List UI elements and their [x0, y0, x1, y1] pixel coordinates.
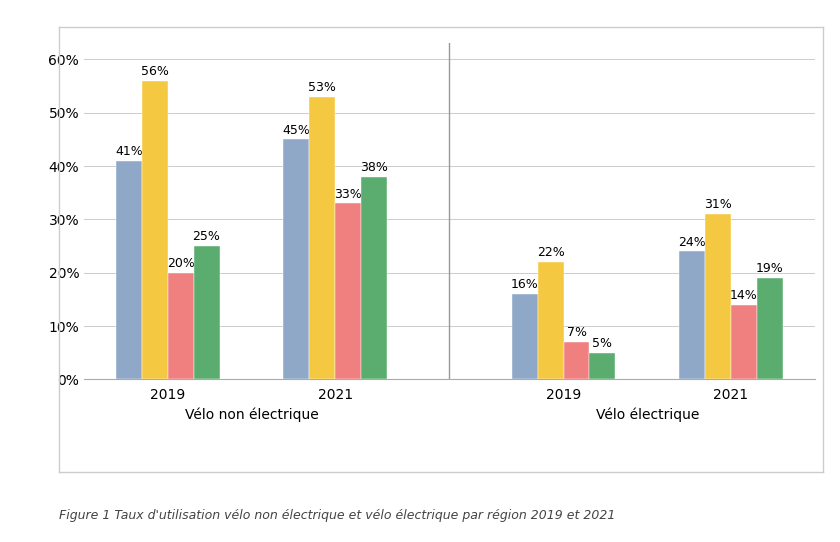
Text: 14%: 14%	[730, 289, 758, 302]
Text: 5%: 5%	[592, 337, 612, 350]
Text: 56%: 56%	[141, 65, 169, 78]
Text: Figure 1 Taux d'utilisation vélo non électrique et vélo électrique par région 20: Figure 1 Taux d'utilisation vélo non éle…	[59, 509, 615, 522]
Text: 45%: 45%	[282, 124, 310, 137]
Bar	[590, 353, 616, 379]
Text: 24%: 24%	[679, 236, 706, 249]
Text: 31%: 31%	[704, 198, 732, 211]
Text: 38%: 38%	[360, 161, 388, 174]
Text: 33%: 33%	[334, 188, 362, 201]
Bar	[283, 139, 309, 379]
Bar	[116, 161, 142, 379]
Bar	[361, 177, 387, 379]
Text: 53%: 53%	[308, 81, 336, 94]
Text: Vélo électrique: Vélo électrique	[596, 408, 699, 422]
Bar	[168, 273, 194, 379]
Text: 20%: 20%	[167, 257, 195, 270]
Bar	[538, 262, 564, 379]
Text: 22%: 22%	[537, 247, 564, 260]
Text: Vélo non électrique: Vélo non électrique	[185, 408, 318, 422]
Bar	[564, 342, 590, 379]
Text: 16%: 16%	[511, 279, 538, 292]
Text: 7%: 7%	[566, 326, 586, 339]
Bar	[194, 246, 219, 379]
Bar	[706, 214, 731, 379]
Bar	[335, 203, 361, 379]
Bar	[731, 305, 757, 379]
Text: 19%: 19%	[756, 262, 784, 275]
Bar	[142, 81, 168, 379]
Text: 25%: 25%	[192, 230, 220, 243]
Bar	[680, 251, 706, 379]
Text: 41%: 41%	[115, 145, 143, 158]
Bar	[512, 294, 538, 379]
Bar	[309, 96, 335, 379]
Bar	[757, 278, 783, 379]
